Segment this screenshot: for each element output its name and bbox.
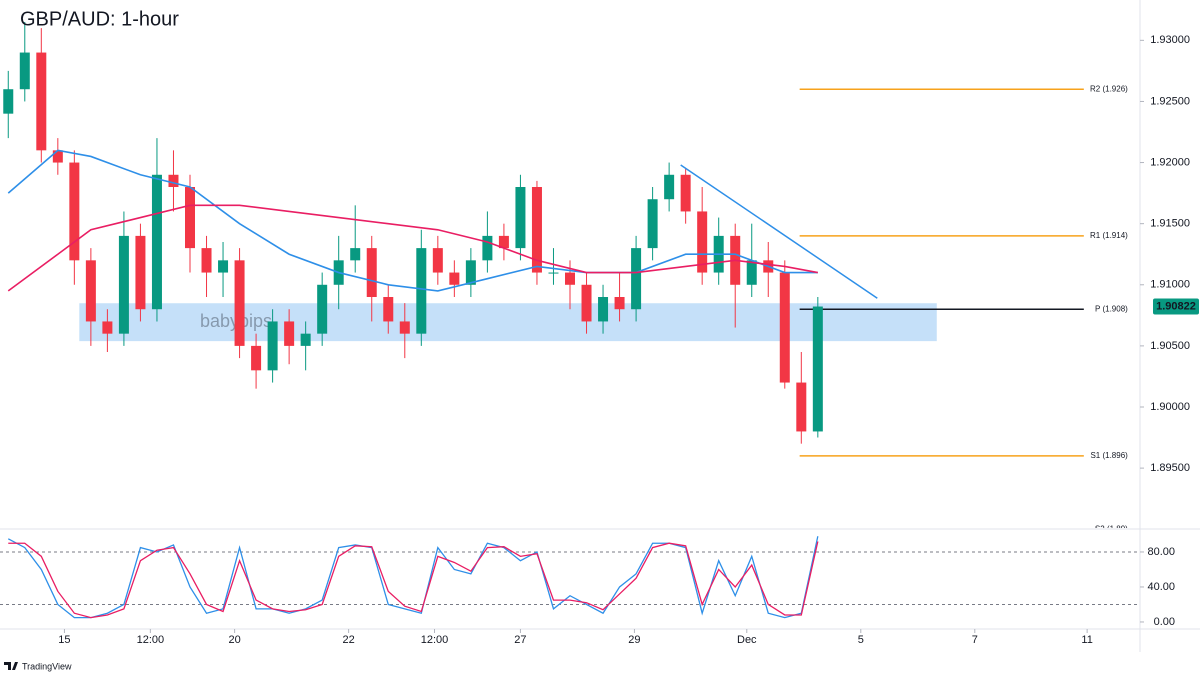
candle-body xyxy=(515,187,526,249)
last-price-label: 1.90822 xyxy=(1156,300,1196,312)
y-tick-label: 1.92000 xyxy=(1150,156,1190,168)
x-tick-label: 22 xyxy=(342,634,354,646)
candle-body xyxy=(168,174,179,187)
y-tick-label: 1.91500 xyxy=(1150,218,1190,230)
candle-body xyxy=(664,174,675,200)
candle-body xyxy=(317,284,328,334)
candle-body xyxy=(531,187,542,273)
candle-body xyxy=(383,297,394,322)
candle-body xyxy=(185,187,195,249)
x-tick-label: 12:00 xyxy=(421,634,449,646)
candle-body xyxy=(449,272,460,285)
y-tick-label: 0.00 xyxy=(1154,616,1175,628)
candle-body xyxy=(85,260,96,322)
y-tick-label: 40.00 xyxy=(1147,581,1175,593)
y-tick-label: 1.89500 xyxy=(1150,462,1190,474)
candle-body xyxy=(598,297,609,322)
candle-body xyxy=(135,235,146,310)
candle-body xyxy=(350,248,361,261)
support-zone xyxy=(79,303,937,342)
oscillator-line xyxy=(7,536,819,619)
candle-body xyxy=(52,150,63,163)
moving-average xyxy=(7,149,818,292)
x-tick-label: 11 xyxy=(1081,634,1092,646)
candle-body xyxy=(218,260,229,273)
x-tick-label: 12:00 xyxy=(137,634,165,646)
candle-body xyxy=(300,333,311,346)
x-tick-label: 29 xyxy=(628,634,640,646)
candle-body xyxy=(482,235,493,261)
trendline xyxy=(680,164,878,299)
candle-body xyxy=(614,297,625,310)
oscillator-panel xyxy=(0,536,1140,619)
x-tick-label: 15 xyxy=(58,634,70,646)
logo: TradingView xyxy=(4,661,72,671)
candle-body xyxy=(697,211,708,273)
oscillator-line xyxy=(8,541,819,619)
candle-body xyxy=(779,272,790,383)
candle-body xyxy=(36,52,47,151)
x-tick-label: 20 xyxy=(228,634,240,646)
chart-title: GBP/AUD: 1-hour xyxy=(20,8,179,30)
candle-body xyxy=(201,248,212,273)
pivot-label: S2 (1.89) xyxy=(1095,524,1128,533)
axes: 1.89500 1.90000 1.90500 1.91000 1.91500 1.920… xyxy=(58,34,1199,646)
candle-body xyxy=(251,345,262,371)
candle-body xyxy=(796,382,807,432)
candle-body xyxy=(234,260,245,346)
candle-body xyxy=(465,260,476,285)
x-tick-label: 5 xyxy=(858,634,864,646)
candle-body xyxy=(399,321,410,334)
pivot-label: R2 (1.926) xyxy=(1090,84,1128,93)
candle-body xyxy=(631,248,642,310)
last-price-tag xyxy=(1153,298,1199,315)
x-tick-label: 27 xyxy=(514,634,526,646)
y-tick-label: 1.93000 xyxy=(1150,34,1190,46)
candle-body xyxy=(102,321,113,334)
candle-body xyxy=(680,174,691,212)
candle-body xyxy=(416,248,427,334)
candle-body xyxy=(746,260,757,285)
candle-body xyxy=(581,284,592,322)
candle-body xyxy=(267,321,278,371)
candle-body xyxy=(69,162,80,261)
candle-body xyxy=(366,248,377,297)
candle-body xyxy=(647,199,658,249)
candle-body xyxy=(565,272,575,285)
price-panel: babypipsR2 (1.926)R1 (1.914)P (1.908)S1 … xyxy=(3,22,1128,533)
y-tick-label: 1.90000 xyxy=(1150,401,1190,413)
candle-body xyxy=(548,272,559,274)
candle-body xyxy=(151,174,162,310)
y-tick-label: 80.00 xyxy=(1147,546,1175,558)
candle-body xyxy=(3,89,14,114)
y-tick-label: 1.91000 xyxy=(1150,279,1190,291)
footer: TradingView xyxy=(22,661,72,671)
pivot-label: R1 (1.914) xyxy=(1090,231,1128,240)
candle-body xyxy=(19,52,30,90)
candle-body xyxy=(118,235,129,334)
pivot-label: S1 (1.896) xyxy=(1090,451,1128,460)
pivot-label: P (1.908) xyxy=(1095,304,1128,313)
candle-body xyxy=(284,321,295,346)
candle-body xyxy=(498,235,509,249)
x-tick-label: 7 xyxy=(972,634,978,646)
y-tick-label: 1.90500 xyxy=(1150,340,1190,352)
candle-body xyxy=(812,306,823,432)
y-tick-label: 1.92500 xyxy=(1150,95,1190,107)
moving-average xyxy=(7,204,818,292)
candle-body xyxy=(432,248,443,273)
x-tick-label: Dec xyxy=(737,634,757,646)
